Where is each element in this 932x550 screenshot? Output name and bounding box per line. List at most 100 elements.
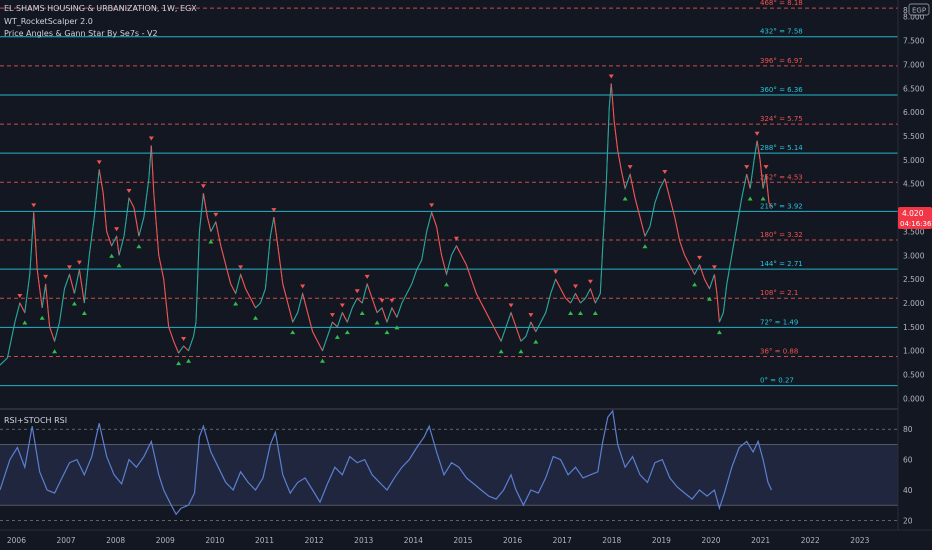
price-segment xyxy=(277,245,284,285)
price-segment xyxy=(346,307,353,323)
rsi-pane[interactable] xyxy=(0,409,898,521)
price-segment xyxy=(629,174,636,199)
price-segment xyxy=(312,331,319,342)
price-axis-tick: 0.000 xyxy=(903,394,925,403)
price-segment xyxy=(746,174,751,189)
price-axis-top-label: 8 xyxy=(903,6,908,15)
price-segment xyxy=(465,264,472,280)
price-axis-tick: 5.500 xyxy=(903,132,925,141)
price-segment xyxy=(749,159,755,189)
sell-arrow-icon xyxy=(17,294,23,299)
buy-arrow-icon xyxy=(394,325,400,330)
price-segment xyxy=(317,340,323,351)
sell-arrow-icon xyxy=(573,284,579,289)
symbol-title[interactable]: EL SHAMS HOUSING & URBANIZATION, 1W, EGX xyxy=(4,4,197,13)
time-axis-tick: 2006 xyxy=(7,536,26,545)
currency-badge[interactable]: EGP xyxy=(912,7,926,15)
price-segment xyxy=(6,321,16,359)
sell-arrow-icon xyxy=(96,160,102,165)
price-segment xyxy=(29,212,35,275)
price-segment xyxy=(73,269,80,294)
buy-arrow-icon xyxy=(186,358,192,363)
price-segment xyxy=(416,259,423,270)
price-segment xyxy=(421,231,428,261)
buy-arrow-icon xyxy=(568,311,574,316)
price-segment xyxy=(41,283,47,308)
price-segment xyxy=(411,269,418,285)
price-segment xyxy=(560,288,567,299)
sell-arrow-icon xyxy=(711,265,717,270)
price-segment xyxy=(381,307,388,323)
price-axis-tick: 1.000 xyxy=(903,347,925,356)
gann-level-label: 252° = 4.53 xyxy=(760,173,803,181)
sell-arrow-icon xyxy=(553,270,559,275)
rsi-line xyxy=(0,409,773,516)
sell-arrow-icon xyxy=(429,203,435,208)
price-segment xyxy=(639,216,646,237)
price-segment xyxy=(525,321,532,337)
buy-arrow-icon xyxy=(592,311,598,316)
time-axis-tick: 2007 xyxy=(56,536,75,545)
price-segment xyxy=(168,326,175,342)
sell-arrow-icon xyxy=(271,208,277,213)
price-axis-tick: 1.500 xyxy=(903,323,925,332)
price-segment xyxy=(570,293,577,304)
price-axis-tick: 7.000 xyxy=(903,60,925,69)
price-segment xyxy=(195,231,200,323)
buy-arrow-icon xyxy=(52,349,58,354)
price-pane[interactable] xyxy=(0,83,772,366)
price-segment xyxy=(273,217,279,246)
price-segment xyxy=(36,269,43,308)
rsi-axis-tick: 60 xyxy=(903,456,913,465)
sell-arrow-icon xyxy=(213,212,219,217)
gann-levels: 468° = 8.18 432° = 7.58 396° = 6.97 360° = … xyxy=(0,0,898,387)
price-axis-tick: 8.000 xyxy=(903,13,925,22)
price-badge-value: 4.020 xyxy=(902,209,924,218)
sell-arrow-icon xyxy=(329,313,335,318)
price-segment xyxy=(215,221,222,246)
gann-level-label: 144° = 2.71 xyxy=(760,260,803,268)
buy-arrow-icon xyxy=(233,301,239,306)
time-axis-tick: 2023 xyxy=(850,536,869,545)
price-segment xyxy=(620,169,626,189)
rsi-axis-tick: 80 xyxy=(903,425,913,434)
currency-badge-box[interactable] xyxy=(908,3,930,16)
time-axis[interactable]: 2006 2007 2008 2009 2010 2011 2012 2013 2014 2015… xyxy=(7,536,870,545)
price-segment xyxy=(148,145,152,179)
sell-arrow-icon xyxy=(76,260,82,265)
buy-arrow-icon xyxy=(359,311,365,316)
price-segment xyxy=(406,283,413,294)
sell-arrow-icon xyxy=(181,336,187,341)
gann-level-label: 432° = 7.58 xyxy=(760,28,803,36)
buy-arrow-icon xyxy=(290,330,296,335)
time-axis-tick: 2011 xyxy=(255,536,274,545)
price-segment xyxy=(608,83,612,108)
time-axis-tick: 2017 xyxy=(553,536,572,545)
price-axis-tick: 6.000 xyxy=(903,108,925,117)
price-segment xyxy=(545,293,552,313)
price-segment xyxy=(292,312,299,323)
oscillator-title[interactable]: RSI+STOCH RSI xyxy=(4,416,68,425)
indicator-legend-rocket-scalper[interactable]: WT_RocketScalper 2.0 xyxy=(4,17,93,26)
buy-arrow-icon xyxy=(374,320,380,325)
price-segment xyxy=(230,283,237,294)
price-segment xyxy=(106,231,113,246)
price-segment xyxy=(718,312,724,323)
price-segment xyxy=(287,302,294,323)
price-segment xyxy=(264,236,271,289)
rsi-axis[interactable]: 20 40 60 80 xyxy=(903,425,913,525)
price-segment xyxy=(708,274,715,289)
sell-arrow-icon xyxy=(238,265,244,270)
price-axis[interactable]: 0.000 0.500 1.000 1.500 2.000 2.500 3.000 3.500… xyxy=(903,13,925,404)
price-segment xyxy=(14,302,21,323)
time-axis-tick: 2008 xyxy=(106,536,125,545)
price-segment xyxy=(584,288,591,299)
price-segment xyxy=(602,183,607,246)
price-segment xyxy=(376,307,383,313)
price-segment xyxy=(455,245,462,256)
indicator-legend-gann-star[interactable]: Price Angles & Gann Star By Se7s - V2 xyxy=(4,29,158,38)
price-segment xyxy=(726,255,733,285)
buy-arrow-icon xyxy=(253,315,259,320)
buy-arrow-icon xyxy=(81,311,87,316)
